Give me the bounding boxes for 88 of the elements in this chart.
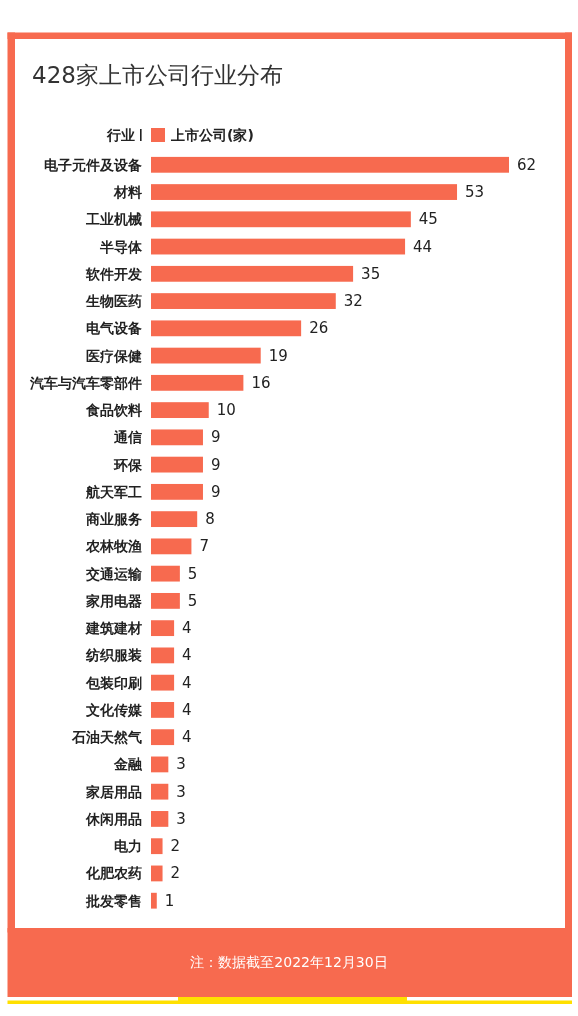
data-label: 2 (170, 864, 181, 883)
bar (151, 674, 175, 691)
y-tick-label: 石油天然气 (71, 729, 142, 746)
y-tick-label: 商业服务 (85, 511, 142, 528)
y-tick-label: 交通运输 (85, 565, 143, 582)
y-tick-label: 通信 (113, 429, 142, 446)
bar (151, 892, 157, 909)
data-label: 16 (251, 373, 271, 392)
y-tick-label: 电气设备 (86, 320, 142, 337)
data-label: 3 (176, 809, 186, 828)
y-tick-label: 纺织服装 (85, 647, 142, 664)
data-label: 32 (343, 292, 363, 311)
data-label: 9 (210, 428, 221, 447)
bar (151, 538, 192, 555)
data-label: 5 (187, 591, 198, 610)
legend-label: 上市公司(家) (170, 127, 254, 143)
y-tick-label: 家用电器 (85, 592, 142, 609)
data-label: 4 (182, 619, 192, 638)
data-label: 3 (176, 782, 186, 801)
bar (151, 156, 509, 173)
y-tick-label: 电子元件及设备 (44, 156, 142, 173)
data-label: 5 (187, 564, 198, 583)
bar (151, 238, 406, 255)
data-label: 53 (465, 183, 485, 202)
data-label: 9 (210, 482, 221, 501)
bar (151, 783, 169, 800)
bar (151, 838, 163, 855)
data-label: 10 (216, 401, 236, 420)
bar (151, 647, 175, 664)
bar (151, 402, 209, 418)
y-tick-label: 软件开发 (85, 265, 142, 282)
y-tick-label: 文化传媒 (85, 701, 143, 718)
bar (151, 347, 261, 364)
bar (151, 211, 411, 228)
chart-title: 428家上市公司行业分布 (32, 62, 283, 88)
bar (151, 184, 458, 200)
bar (151, 320, 302, 337)
y-tick-label: 农林牧渔 (85, 538, 142, 555)
y-tick-label: 半导体 (99, 238, 143, 255)
data-label: 3 (176, 755, 186, 774)
data-label: 26 (309, 319, 329, 338)
bar (151, 702, 175, 718)
data-label: 7 (199, 537, 209, 556)
data-label: 4 (182, 728, 192, 747)
y-tick-label: 包装印刷 (85, 674, 142, 691)
data-label: 1 (164, 891, 175, 910)
bar (151, 756, 169, 773)
bar (151, 293, 336, 309)
y-tick-label: 材料 (113, 184, 142, 201)
data-label: 19 (268, 346, 288, 365)
y-axis-title: 行业 (106, 127, 135, 143)
data-label: 45 (418, 210, 438, 229)
bar (151, 729, 175, 746)
bar (151, 429, 203, 446)
y-tick-label: 电力 (114, 838, 142, 855)
data-label: 44 (413, 237, 433, 256)
y-tick-label: 航天军工 (85, 483, 142, 500)
data-label: 4 (182, 646, 192, 665)
data-label: 9 (210, 455, 221, 474)
bar (151, 374, 244, 391)
data-label: 8 (205, 510, 215, 529)
y-tick-label: 金融 (113, 756, 143, 773)
bar (151, 511, 198, 528)
data-label: 2 (170, 837, 181, 856)
bar (151, 483, 203, 500)
bar (151, 456, 203, 473)
y-tick-label: 医疗保健 (86, 347, 142, 364)
bar (151, 265, 354, 282)
y-tick-label: 生物医药 (85, 293, 142, 310)
y-tick-label: 环保 (113, 456, 143, 473)
y-tick-label: 休闲用品 (85, 810, 142, 827)
data-label: 4 (182, 700, 192, 719)
bar (151, 620, 175, 637)
y-tick-label: 建筑建材 (85, 620, 142, 637)
data-label: 62 (517, 155, 537, 174)
y-tick-label: 食品饮料 (85, 402, 142, 419)
bar (151, 592, 180, 609)
data-label: 4 (182, 673, 192, 692)
y-tick-label: 批发零售 (85, 892, 142, 909)
bar (151, 565, 180, 582)
data-label: 35 (361, 264, 381, 283)
y-tick-label: 家居用品 (85, 783, 142, 800)
y-tick-label: 化肥农药 (85, 865, 142, 882)
y-tick-label: 工业机械 (85, 211, 142, 228)
bar (151, 865, 163, 882)
bar (151, 811, 169, 827)
text: 注：数据截至2022年12月30日 (190, 954, 388, 970)
y-tick-label: 汽车与汽车零部件 (29, 374, 142, 391)
